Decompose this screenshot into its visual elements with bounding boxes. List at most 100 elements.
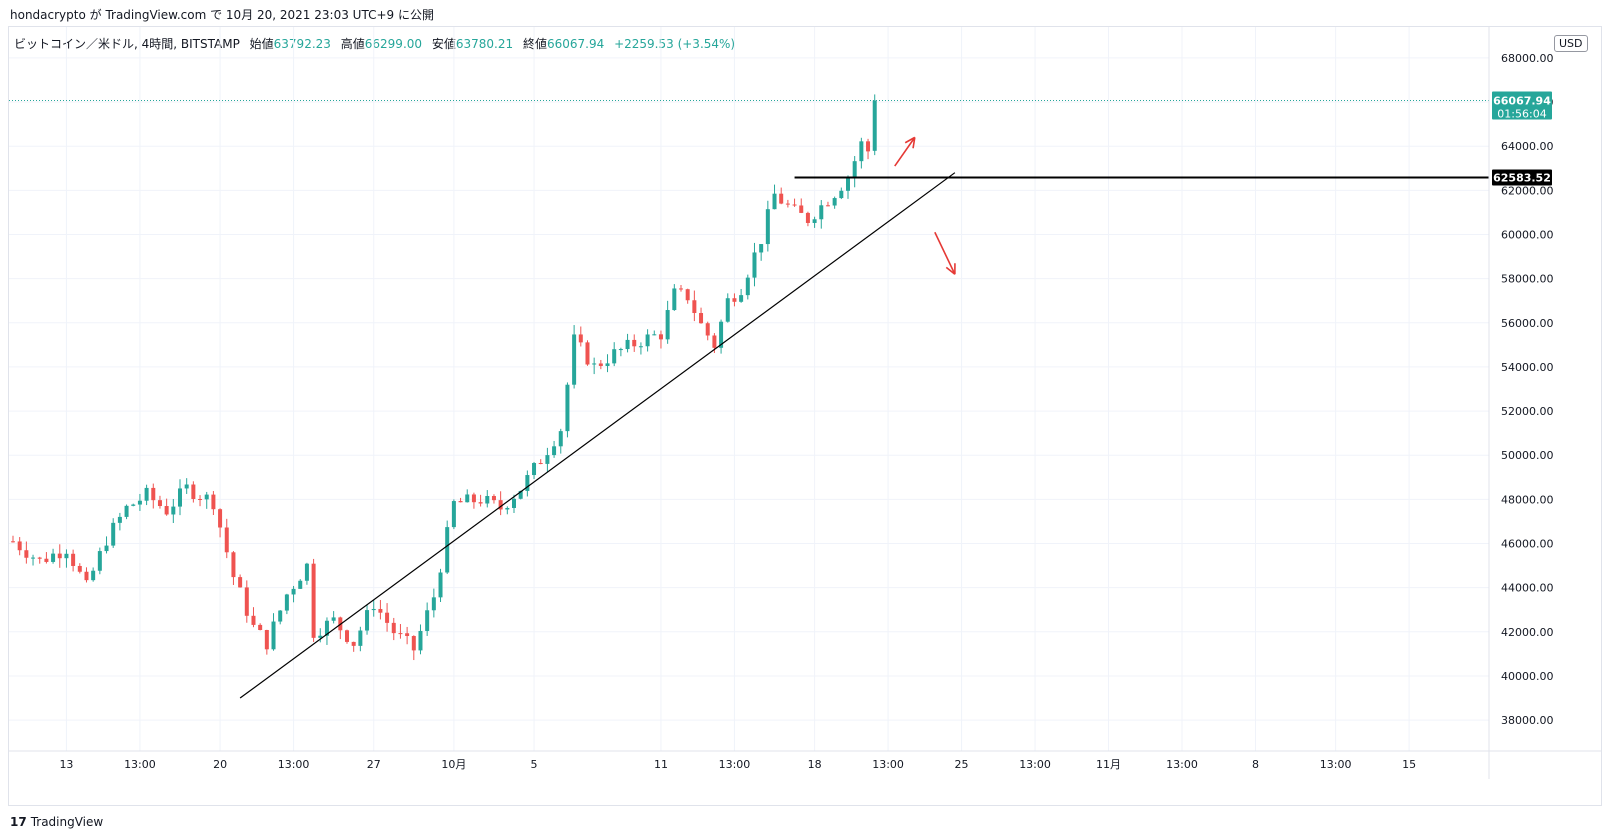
y-tick-label: 54000.00	[1501, 361, 1554, 374]
candle-body	[605, 363, 610, 366]
x-tick-label: 25	[955, 758, 969, 771]
candle-body	[866, 141, 871, 152]
candle-body	[371, 608, 376, 611]
x-tick-label: 27	[367, 758, 381, 771]
x-tick-label: 13:00	[1320, 758, 1352, 771]
down-arrow-shaft	[934, 231, 956, 275]
candle-body	[171, 506, 176, 515]
candle-body	[632, 339, 637, 347]
x-tick-label: 8	[1252, 758, 1259, 771]
candle-body	[465, 494, 470, 503]
candle-body	[759, 244, 764, 253]
close-value: 66067.94	[546, 37, 605, 51]
y-tick-label: 56000.00	[1501, 317, 1554, 330]
candle-body	[84, 571, 89, 581]
x-tick-label: 13:00	[1166, 758, 1198, 771]
candle-body	[618, 349, 623, 351]
candle-body	[765, 209, 770, 245]
x-tick-label: 13	[59, 758, 73, 771]
candle-body	[585, 342, 590, 365]
candle-body	[365, 610, 370, 631]
candle-body	[792, 204, 797, 206]
y-tick-label: 48000.00	[1501, 493, 1554, 506]
candle-body	[151, 487, 156, 501]
candle-body	[625, 339, 630, 350]
candle-body	[51, 553, 56, 562]
candle-body	[385, 612, 390, 623]
candle-body	[311, 563, 316, 638]
y-tick-label: 38000.00	[1501, 714, 1554, 727]
x-tick-label: 13:00	[278, 758, 310, 771]
candle-body	[331, 617, 336, 621]
y-tick-label: 40000.00	[1501, 670, 1554, 683]
candle-body	[819, 205, 824, 220]
currency-button[interactable]: USD	[1554, 35, 1588, 52]
candle-body	[17, 541, 22, 551]
candle-body	[732, 298, 737, 302]
up-arrow-head	[912, 137, 916, 149]
down-arrow-head	[945, 266, 956, 275]
candle-body	[572, 334, 577, 385]
candle-body	[157, 500, 162, 507]
candle-body	[745, 277, 750, 296]
tradingview-footer: 17 TradingView	[10, 815, 103, 829]
candle-body	[658, 334, 663, 340]
candle-body	[805, 212, 810, 223]
candle-body	[198, 498, 203, 500]
candle-body	[565, 384, 570, 432]
candle-body	[719, 321, 724, 348]
high-label: 高値	[340, 37, 365, 51]
candle-body	[558, 431, 563, 447]
candle-body	[512, 498, 516, 508]
candle-body	[191, 484, 196, 499]
x-tick-label: 20	[213, 758, 227, 771]
candle-body	[552, 446, 557, 456]
low-label: 安値	[431, 37, 456, 51]
up-arrow-head	[904, 136, 916, 144]
up-arrow	[894, 136, 916, 167]
open-label: 始値	[249, 37, 274, 51]
y-tick-label: 60000.00	[1501, 228, 1554, 241]
candle-body	[11, 541, 15, 543]
candle-body	[264, 630, 269, 650]
high-value: 66299.00	[364, 37, 423, 51]
candle-body	[471, 494, 476, 503]
y-tick-label: 46000.00	[1501, 538, 1554, 551]
published-line: hondacrypto が TradingView.com で 10月 20, …	[10, 8, 434, 22]
x-tick-label: 13:00	[719, 758, 751, 771]
candle-body	[258, 624, 263, 631]
candle-body	[852, 161, 857, 179]
candle-body	[652, 334, 657, 336]
candle-body	[418, 630, 423, 651]
candle-body	[431, 597, 436, 611]
candle-body	[304, 563, 309, 581]
candle-body	[211, 494, 216, 510]
symbol-label[interactable]: ビットコイン／米ドル, 4時間, BITSTAMP	[14, 37, 240, 51]
candle-body	[351, 641, 356, 646]
x-tick-label: 13:00	[1019, 758, 1051, 771]
x-tick-label: 5	[531, 758, 538, 771]
grid-lines	[9, 27, 1489, 751]
x-tick-label: 15	[1402, 758, 1416, 771]
candle-body	[398, 633, 403, 635]
candle-body	[872, 100, 877, 151]
candle-body	[498, 500, 503, 510]
candle-body	[24, 550, 29, 558]
candle-body	[251, 615, 256, 625]
candle-body	[238, 577, 243, 588]
candle-body	[91, 570, 96, 581]
candle-body	[739, 295, 744, 302]
x-tick-label: 13:00	[872, 758, 904, 771]
candle-body	[779, 193, 784, 204]
y-tick-label: 64000.00	[1501, 140, 1554, 153]
candle-body	[231, 552, 236, 578]
candle-body	[812, 219, 817, 223]
candle-body	[545, 455, 550, 464]
x-tick-label: 13:00	[124, 758, 156, 771]
candle-body	[451, 501, 456, 528]
candle-body	[672, 288, 677, 311]
candle-body	[612, 349, 617, 364]
candle-body	[298, 580, 303, 589]
y-tick-label: 52000.00	[1501, 405, 1554, 418]
